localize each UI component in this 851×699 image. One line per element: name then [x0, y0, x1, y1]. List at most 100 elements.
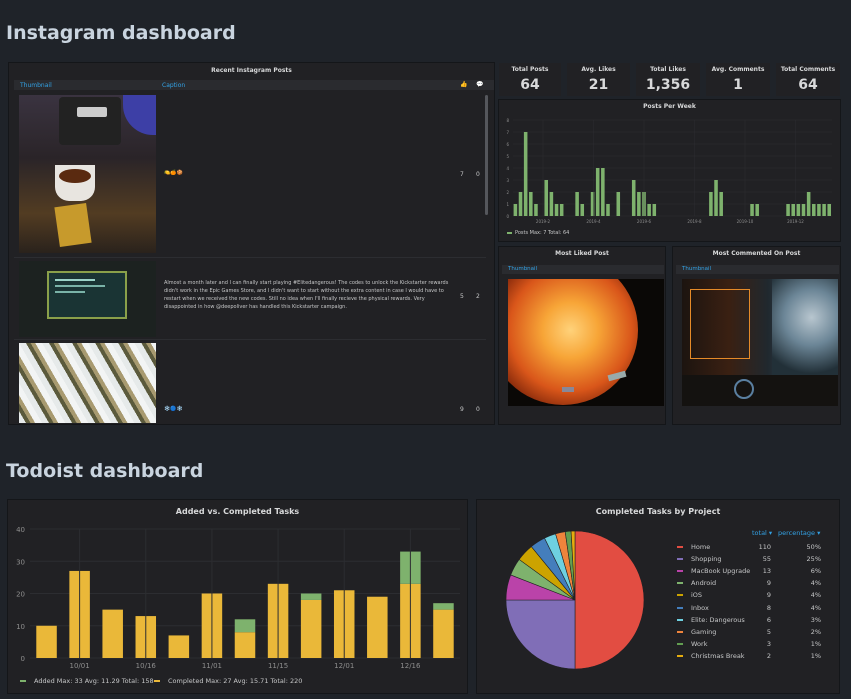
- comments-icon[interactable]: 💬: [476, 81, 484, 88]
- bar: [544, 180, 549, 216]
- legend-label: MacBook Upgrade: [691, 567, 751, 576]
- x-tick-label: 2019-6: [637, 219, 652, 224]
- completed-by-project-title: Completed Tasks by Project: [595, 507, 721, 516]
- stat-avg-comments: Avg. Comments 1: [706, 63, 770, 96]
- legend-swatch: [677, 618, 683, 621]
- bar: [554, 204, 559, 216]
- bar: [714, 180, 718, 216]
- most-liked-thumbnail[interactable]: [508, 279, 664, 406]
- legend-item[interactable]: Elite: Dangerous: [677, 616, 745, 624]
- bar: [601, 168, 605, 216]
- col-caption-header[interactable]: Caption: [162, 82, 186, 89]
- most-commented-panel: Most Commented On Post Thumbnail: [672, 246, 841, 425]
- x-tick-label: 10/01: [70, 662, 90, 670]
- most-liked-col-thumbnail[interactable]: Thumbnail: [508, 266, 538, 272]
- bar: [801, 204, 806, 216]
- most-commented-title: Most Commented On Post: [712, 250, 801, 257]
- pie-slice: [570, 530, 576, 601]
- bar: [616, 192, 621, 216]
- most-liked-title: Most Liked Post: [555, 250, 609, 257]
- legend-label: Home: [691, 543, 711, 551]
- bar: [647, 204, 651, 216]
- legend-label: iOS: [691, 591, 703, 600]
- y-tick-label: 40: [16, 526, 25, 534]
- legend-total: 2: [766, 651, 771, 660]
- bar-completed: [433, 609, 454, 658]
- legend-swatch: [677, 642, 683, 645]
- y-tick-label: 4: [506, 166, 509, 171]
- x-tick-label: 2019-10: [737, 219, 754, 224]
- post-thumbnail-coffee[interactable]: [19, 95, 156, 253]
- bar: [827, 204, 831, 216]
- y-tick-label: 8: [506, 118, 509, 123]
- legend-added[interactable]: Added Max: 33 Avg: 11.29 Total: 158: [20, 677, 154, 685]
- post-thumbnail-snow[interactable]: [19, 343, 156, 423]
- col-total-header[interactable]: total ▾: [752, 529, 773, 537]
- legend-swatch: [677, 630, 683, 633]
- post-likes: 7: [460, 171, 464, 178]
- legend-swatch: [677, 654, 683, 657]
- posts-per-week-legend: Posts Max: 7 Total: 64: [507, 230, 569, 236]
- bar: [518, 192, 523, 216]
- col-percentage-header[interactable]: percentage ▾: [778, 529, 821, 537]
- bar: [755, 204, 759, 216]
- legend-item[interactable]: iOS: [677, 591, 702, 599]
- col-thumbnail-header[interactable]: Thumbnail: [20, 82, 52, 89]
- legend-percentage: 4%: [810, 579, 821, 588]
- bar: [709, 192, 713, 216]
- legend-total: 8: [766, 603, 771, 612]
- legend-total: 6: [766, 615, 771, 624]
- stat-avg-likes: Avg. Likes 21: [567, 63, 630, 96]
- most-liked-panel: Most Liked Post Thumbnail: [498, 246, 666, 425]
- bar: [513, 204, 518, 216]
- added-vs-completed-panel: Added vs. Completed Tasks 0 10 20 30 40 10/01…: [7, 499, 468, 694]
- bar: [549, 192, 554, 216]
- most-commented-thumbnail[interactable]: [682, 279, 838, 406]
- y-tick-label: 7: [506, 130, 509, 135]
- legend-item[interactable]: MacBook Upgrade: [677, 567, 750, 575]
- pie-slice: [505, 599, 576, 670]
- x-tick-label: 2019-12: [787, 219, 804, 224]
- y-tick-label: 0: [21, 655, 25, 663]
- legend-label: Inbox: [691, 603, 709, 612]
- post-caption: 🍋🍊🍪: [164, 170, 183, 176]
- legend-item[interactable]: Work: [677, 640, 707, 648]
- legend-total: 3: [766, 639, 771, 648]
- bar: [523, 132, 528, 216]
- post-comments: 0: [476, 406, 480, 413]
- legend-item[interactable]: Inbox: [677, 604, 709, 612]
- legend-percentage: 25%: [806, 555, 821, 564]
- bar: [575, 192, 579, 216]
- completed-by-project-panel: Completed Tasks by Project total ▾ perce…: [476, 499, 840, 694]
- recent-posts-panel: Recent Instagram Posts Thumbnail Caption…: [8, 62, 495, 425]
- table-scrollbar[interactable]: [485, 95, 488, 215]
- bar-added: [433, 603, 454, 610]
- post-likes: 9: [460, 406, 464, 413]
- x-tick-label: 12/16: [400, 662, 421, 670]
- legend-completed[interactable]: Completed Max: 27 Avg: 15.71 Total: 220: [154, 677, 302, 685]
- x-tick-label: 12/01: [334, 662, 354, 670]
- legend-item[interactable]: Gaming: [677, 628, 716, 636]
- y-tick-label: 6: [506, 142, 509, 147]
- likes-icon[interactable]: 👍: [460, 81, 468, 88]
- bar-completed: [102, 609, 123, 658]
- post-thumbnail-game[interactable]: [19, 261, 156, 337]
- pie-slice: [574, 530, 645, 670]
- bar: [590, 192, 595, 216]
- bar-completed: [300, 599, 322, 658]
- legend-item[interactable]: Android: [677, 579, 716, 587]
- legend-item[interactable]: Home: [677, 543, 710, 551]
- x-tick-label: 10/16: [136, 662, 157, 670]
- bar-added: [300, 593, 322, 600]
- legend-item[interactable]: Christmas Break: [677, 652, 745, 660]
- y-tick-label: 3: [506, 178, 509, 183]
- bar: [637, 192, 641, 216]
- bar: [534, 204, 538, 216]
- stat-total-posts: Total Posts 64: [499, 63, 561, 96]
- legend-item[interactable]: Shopping: [677, 555, 722, 563]
- most-commented-col-thumbnail[interactable]: Thumbnail: [682, 266, 712, 272]
- bar: [791, 204, 795, 216]
- legend-total: 110: [758, 543, 771, 551]
- legend-percentage: 1%: [810, 651, 821, 660]
- y-tick-label: 5: [506, 154, 509, 159]
